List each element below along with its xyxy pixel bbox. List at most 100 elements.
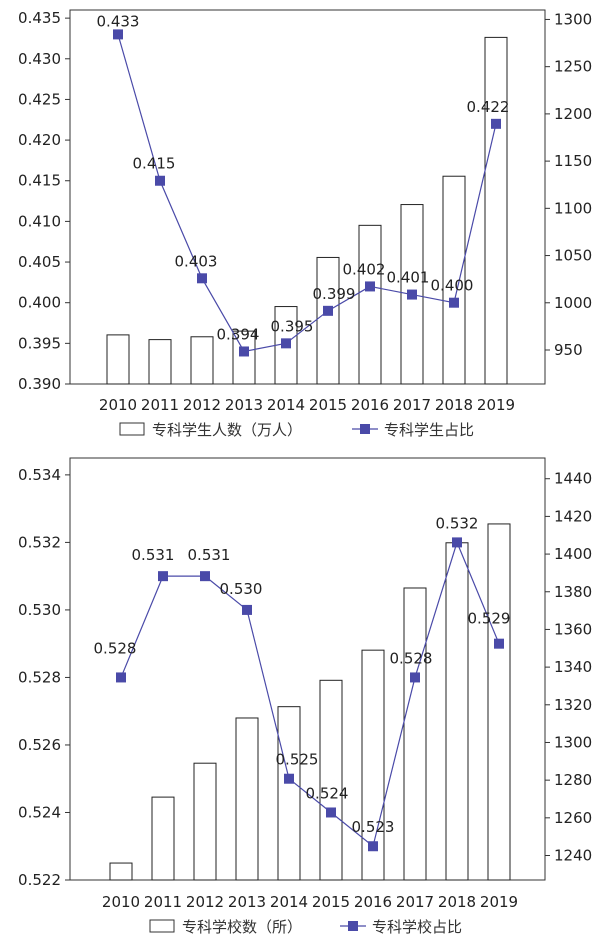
left-axis-tick-label: 0.534	[18, 466, 61, 484]
right-axis-tick-label: 1440	[554, 470, 592, 488]
bar-2012	[190, 336, 214, 385]
point-2018	[452, 537, 462, 548]
x-axis-tick-label: 2013	[225, 396, 263, 414]
point-2019	[491, 118, 501, 129]
data-label: 0.524	[306, 784, 349, 802]
data-label: 0.523	[352, 818, 395, 836]
left-axis-tick-label: 0.425	[18, 90, 61, 108]
point-2015	[323, 305, 333, 316]
point-2013	[239, 346, 249, 357]
left-axis-tick-label: 0.435	[18, 9, 61, 27]
bar-2019	[487, 523, 511, 881]
right-axis-tick-label: 1240	[554, 847, 592, 865]
legend-bar-label: 专科学生人数（万人）	[152, 421, 302, 439]
left-axis-tick-label: 0.400	[18, 294, 61, 312]
right-axis-tick-label: 1250	[554, 58, 592, 76]
data-label: 0.530	[220, 580, 263, 598]
x-axis-tick-label: 2013	[228, 893, 266, 911]
data-label: 0.401	[387, 269, 430, 287]
point-2011	[155, 175, 165, 186]
legend-bar-label: 专科学校数（所）	[182, 918, 302, 936]
point-2012	[200, 571, 210, 582]
data-label: 0.528	[94, 639, 137, 657]
data-label: 0.525	[276, 751, 319, 769]
left-axis-tick-label: 0.526	[18, 736, 61, 754]
bar-2015	[316, 256, 340, 385]
legend-line-label: 专科学校占比	[372, 918, 462, 936]
legend-bar-swatch	[149, 919, 175, 933]
right-axis-tick-label: 1000	[554, 294, 592, 312]
point-2011	[158, 571, 168, 582]
right-axis-tick-label: 1360	[554, 620, 592, 638]
bar-2011	[151, 796, 175, 881]
right-axis-tick-label: 1280	[554, 771, 592, 789]
right-axis-tick-label: 1400	[554, 545, 592, 563]
data-label: 0.531	[132, 546, 175, 564]
right-axis-tick-label: 1340	[554, 658, 592, 676]
legend-line-marker	[360, 424, 370, 434]
x-axis-tick-label: 2017	[393, 396, 431, 414]
bar-2018	[445, 542, 469, 881]
data-label: 0.395	[271, 317, 314, 335]
legend-line-label: 专科学生占比	[384, 421, 474, 439]
point-2014	[281, 338, 291, 349]
left-axis-tick-label: 0.390	[18, 375, 61, 393]
point-2016	[368, 841, 378, 852]
point-2014	[284, 773, 294, 784]
data-label: 0.529	[468, 610, 511, 628]
data-label: 0.422	[467, 98, 510, 116]
x-axis-tick-label: 2014	[267, 396, 305, 414]
bar-2010	[106, 334, 130, 385]
x-axis-tick-label: 2019	[480, 893, 518, 911]
data-label: 0.403	[175, 252, 218, 270]
x-axis-tick-label: 2012	[186, 893, 224, 911]
right-axis-tick-label: 1380	[554, 583, 592, 601]
bar-2019	[484, 36, 508, 385]
bar-2016	[358, 224, 382, 385]
x-axis-tick-label: 2014	[270, 893, 308, 911]
x-axis-tick-label: 2015	[312, 893, 350, 911]
right-axis-tick-label: 1300	[554, 10, 592, 28]
point-2018	[449, 297, 459, 308]
bar-2013	[235, 717, 259, 881]
x-axis-tick-label: 2015	[309, 396, 347, 414]
right-axis-tick-label: 1150	[554, 152, 592, 170]
data-label: 0.400	[431, 277, 474, 295]
left-axis-tick-label: 0.528	[18, 668, 61, 686]
left-axis-tick-label: 0.532	[18, 533, 61, 551]
data-label: 0.531	[188, 546, 231, 564]
left-axis-tick-label: 0.524	[18, 803, 61, 821]
bar-2013	[232, 330, 256, 385]
data-label: 0.415	[133, 155, 176, 173]
bar-2010	[109, 862, 133, 881]
right-axis-tick-label: 1100	[554, 199, 592, 217]
x-axis-tick-label: 2011	[144, 893, 182, 911]
x-axis-tick-label: 2016	[354, 893, 392, 911]
data-label: 0.399	[313, 285, 356, 303]
right-axis-tick-label: 1200	[554, 105, 592, 123]
data-label: 0.433	[97, 12, 140, 30]
x-axis-tick-label: 2010	[99, 396, 137, 414]
left-axis-tick-label: 0.522	[18, 871, 61, 889]
left-axis-tick-label: 0.420	[18, 131, 61, 149]
x-axis-tick-label: 2017	[396, 893, 434, 911]
bar-2015	[319, 679, 343, 881]
bar-2011	[148, 339, 172, 385]
legend-bar-swatch	[119, 422, 145, 436]
right-axis-tick-label: 1300	[554, 733, 592, 751]
bar-2014	[277, 706, 301, 881]
right-axis-tick-label: 1050	[554, 247, 592, 265]
left-axis-tick-label: 0.395	[18, 334, 61, 352]
point-2017	[407, 289, 417, 300]
left-axis-tick-label: 0.415	[18, 172, 61, 190]
point-2016	[365, 281, 375, 292]
data-label: 0.528	[390, 649, 433, 667]
bar-2012	[193, 762, 217, 881]
x-axis-tick-label: 2010	[102, 893, 140, 911]
x-axis-tick-label: 2012	[183, 396, 221, 414]
point-2015	[326, 807, 336, 818]
right-axis-tick-label: 950	[554, 341, 583, 359]
right-axis-tick-label: 1260	[554, 809, 592, 827]
